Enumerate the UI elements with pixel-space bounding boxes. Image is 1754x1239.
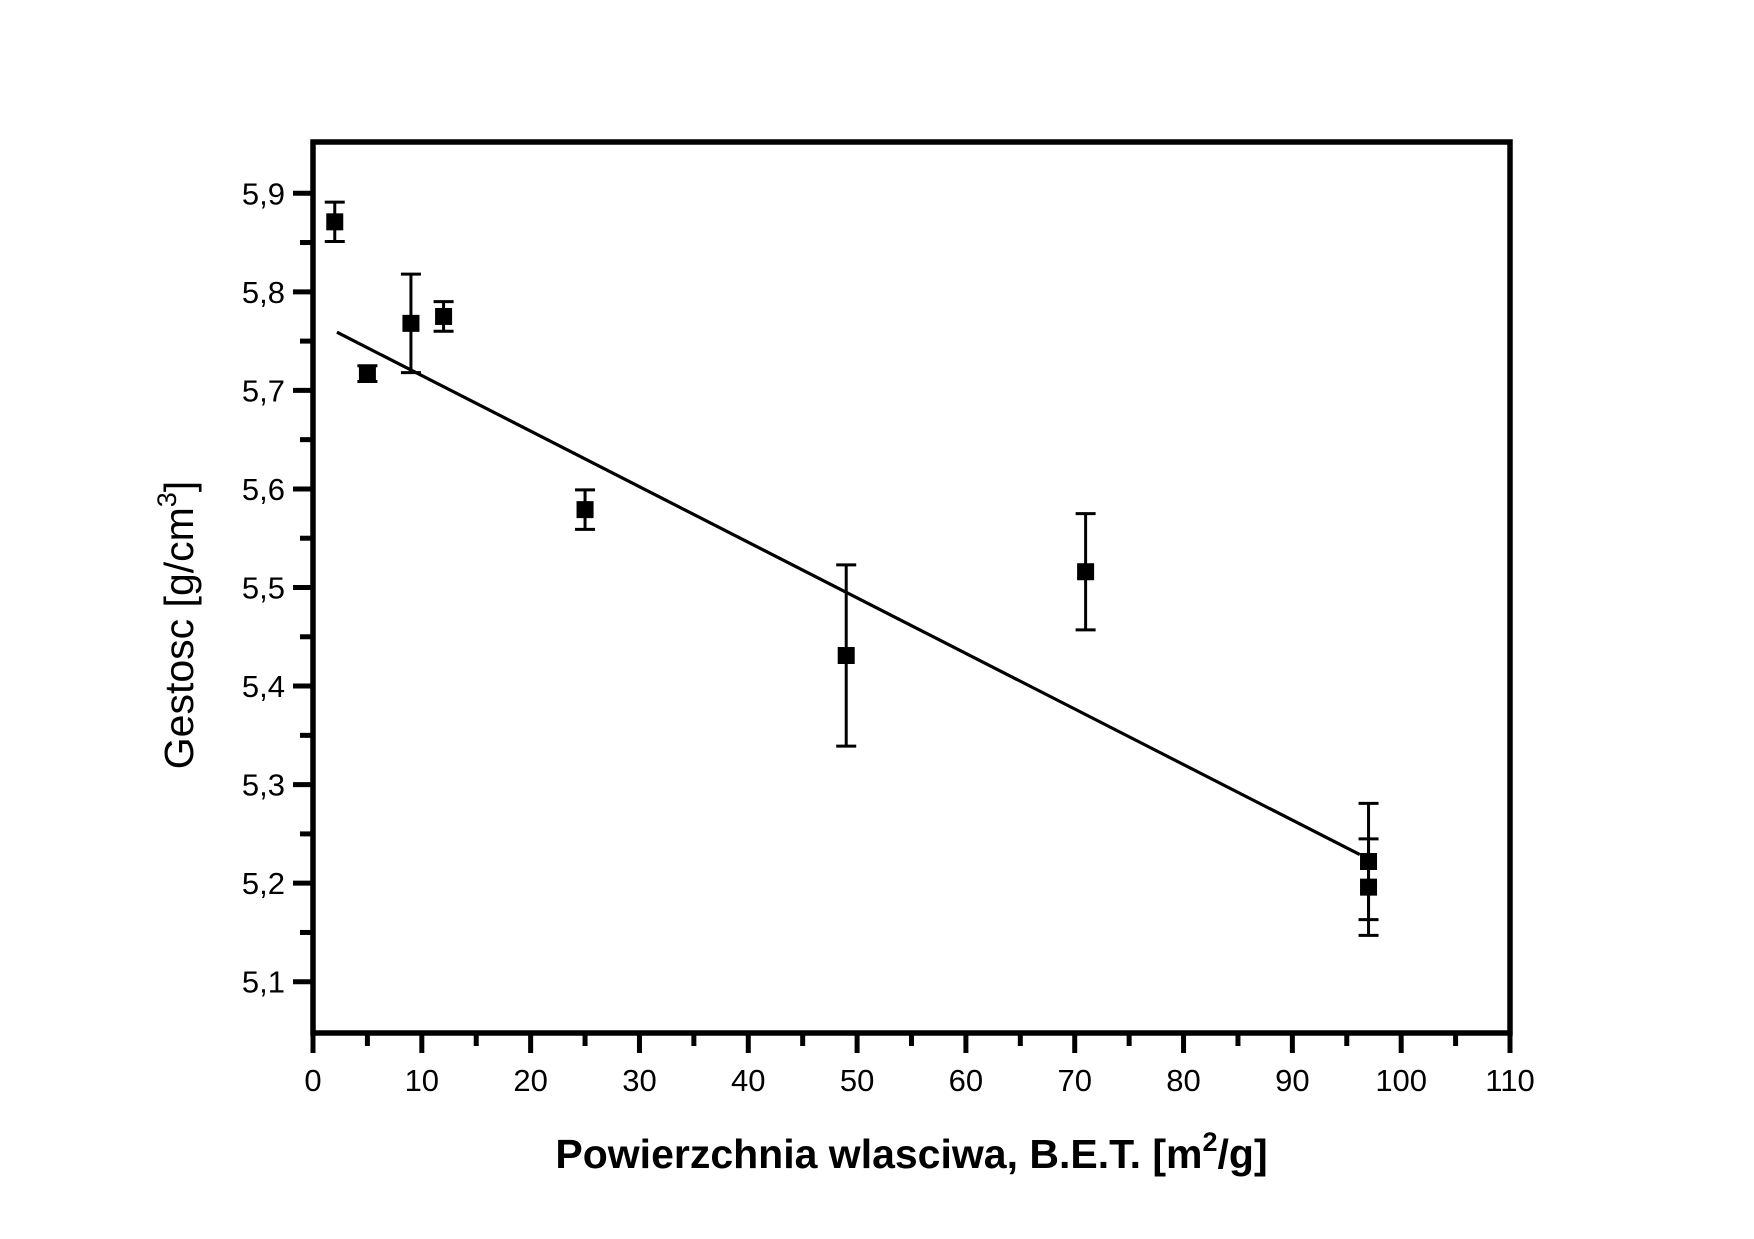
x-axis-title-superscript: 2 — [1202, 1127, 1217, 1157]
y-axis-title-group: Gestosc [g/cm3] — [152, 481, 202, 769]
x-tick-label: 80 — [1166, 1063, 1200, 1098]
y-axis-ticks: 5,1 5,2 5,3 5,4 5,5 5,6 5,7 5,8 5,9 — [242, 176, 313, 1000]
y-tick-label: 5,2 — [242, 866, 285, 901]
y-axis-title-units: ] — [156, 481, 202, 492]
fit-line — [336, 330, 1361, 857]
fit-line-group — [336, 330, 1361, 857]
data-point-marker — [435, 307, 453, 325]
data-point-marker — [1077, 563, 1095, 581]
x-axis-ticks: 0 10 20 30 40 50 60 70 80 90 100 110 — [304, 1033, 1535, 1098]
y-tick-label: 5,8 — [242, 275, 285, 310]
x-tick-label: 50 — [840, 1063, 874, 1098]
x-tick-label: 90 — [1275, 1063, 1309, 1098]
data-point-marker — [358, 365, 376, 383]
y-tick-label: 5,9 — [242, 176, 285, 211]
y-tick-label: 5,1 — [242, 965, 285, 1000]
x-tick-label: 40 — [731, 1063, 765, 1098]
x-tick-label: 30 — [622, 1063, 656, 1098]
y-tick-label: 5,5 — [242, 571, 285, 606]
x-tick-label: 70 — [1057, 1063, 1091, 1098]
x-axis-title-group: Powierzchnia wlasciwa, B.E.T. [m2/g] — [555, 1127, 1267, 1177]
y-tick-label: 5,3 — [242, 768, 285, 803]
x-tick-label: 10 — [405, 1063, 439, 1098]
y-axis-title-superscript: 3 — [152, 492, 182, 507]
y-tick-label: 5,6 — [242, 472, 285, 507]
data-point-marker — [326, 213, 344, 231]
y-tick-label: 5,4 — [242, 669, 285, 704]
plot-frame — [310, 139, 1513, 1036]
x-axis-title-text: Powierzchnia wlasciwa, B.E.T. [m — [555, 1131, 1202, 1177]
x-tick-label: 0 — [304, 1063, 321, 1098]
y-tick-label: 5,7 — [242, 373, 285, 408]
y-axis-title: Gestosc [g/cm3] — [152, 481, 202, 769]
plot-frame-group — [310, 139, 1513, 1036]
data-point-marker — [402, 314, 420, 332]
data-point-marker — [1360, 878, 1378, 896]
data-point-marker — [837, 647, 855, 665]
x-axis-title: Powierzchnia wlasciwa, B.E.T. [m2/g] — [555, 1127, 1267, 1177]
y-axis-title-text: Gestosc [g/cm — [156, 507, 202, 769]
x-tick-label: 100 — [1375, 1063, 1427, 1098]
data-series — [324, 200, 1379, 937]
x-tick-label: 60 — [949, 1063, 983, 1098]
x-axis-title-units: /g] — [1218, 1131, 1268, 1177]
x-tick-label: 110 — [1485, 1063, 1534, 1098]
data-point-marker — [576, 501, 594, 519]
x-tick-label: 20 — [513, 1063, 547, 1098]
